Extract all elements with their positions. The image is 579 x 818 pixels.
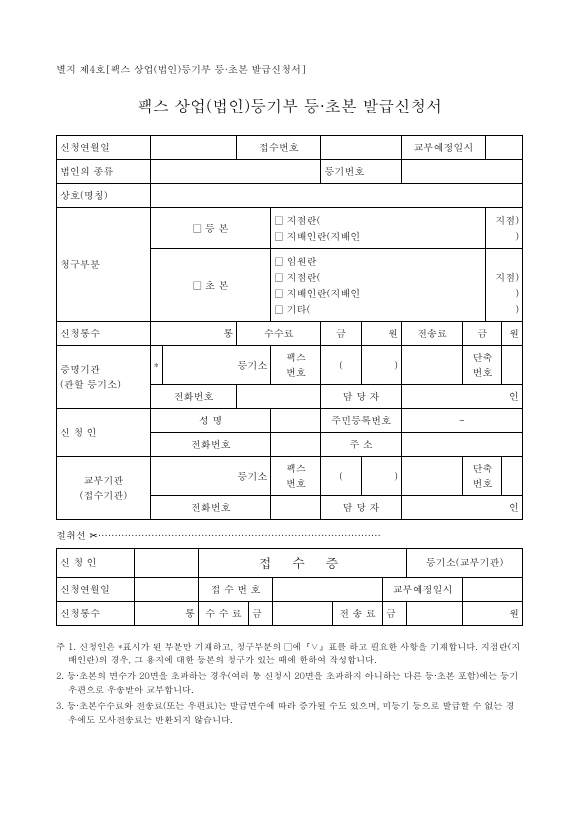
note-2: 2. 등·초본의 면수가 20면을 초과하는 경우(여러 통 신청시 20면을 … xyxy=(56,669,523,697)
val-rrn: - xyxy=(401,409,522,433)
val-tradename xyxy=(150,184,522,208)
lbl-shortno1: 단축번호 xyxy=(463,346,502,385)
val-fax2 xyxy=(401,457,463,496)
val-date xyxy=(150,136,237,160)
cut-line: 절취선 ✂···································… xyxy=(56,528,523,542)
main-form-table: 신청연월일 접수번호 교부예정일시 법인의 종류 등기번호 상호(명칭) 청구부… xyxy=(56,135,523,520)
val-issuedt xyxy=(485,136,522,160)
r-feeval xyxy=(273,601,333,625)
note-3: 3. 등·초본수수료와 전송료(또는 우편료)는 발급면수에 따라 증가될 수도… xyxy=(56,699,523,727)
val-fax1 xyxy=(401,346,463,385)
paren-close1: ) xyxy=(361,346,401,385)
lbl-deungbon: □ 등 본 xyxy=(150,208,271,249)
lbl-shortno2: 단축번호 xyxy=(463,457,502,496)
opts-deungbon: □ 지점란( □ 지배인란(지배인 xyxy=(271,208,486,249)
tail-chobon: 지점) ) ) xyxy=(485,249,522,322)
val-tel1 xyxy=(237,385,321,409)
val-name xyxy=(271,409,321,433)
r-won: 원 xyxy=(463,601,523,625)
val-shortno2 xyxy=(502,457,523,496)
val-tel2 xyxy=(271,433,321,457)
val-regno xyxy=(401,160,522,184)
paren-open1: ( xyxy=(321,346,361,385)
form-header: 별지 제4호[팩스 상업(법인)등기부 등·초본 발급신청서] xyxy=(56,62,523,76)
val-tel3 xyxy=(271,496,321,520)
val-tong: 통 xyxy=(150,322,237,346)
r-regoffice: 등기소(교부기관) xyxy=(407,549,523,578)
r-issuedt-val xyxy=(463,577,523,601)
val-seal1: 인 xyxy=(401,385,522,409)
r-geum2: 금 xyxy=(383,601,407,625)
opts-chobon: □ 임원란 □ 지점란( □ 지배인란(지배인 □ 기타( xyxy=(271,249,486,322)
lbl-tradename: 상호(명칭) xyxy=(57,184,151,208)
r-receipt: 접 수 증 xyxy=(199,549,407,578)
lbl-faxno1: 팩스번호 xyxy=(271,346,321,385)
paren-close2: ) xyxy=(361,457,401,496)
lbl-regno: 등기번호 xyxy=(321,160,402,184)
lbl-name: 성 명 xyxy=(150,409,271,433)
val-won2: 원 xyxy=(502,322,523,346)
lbl-rrn: 주민등록번호 xyxy=(321,409,402,433)
lbl-officer2: 담 당 자 xyxy=(321,496,402,520)
val-won1: 원 xyxy=(361,322,401,346)
r-tong: 통 xyxy=(135,601,199,625)
tail-deungbon: 지점) ) xyxy=(485,208,522,249)
lbl-sendfee: 전송료 xyxy=(401,322,463,346)
r-reqcnt: 신청통수 xyxy=(57,601,135,625)
lbl-tel1: 전화번호 xyxy=(150,385,237,409)
r-issuedt: 교부예정일시 xyxy=(383,577,463,601)
r-recvno: 접 수 번 호 xyxy=(199,577,273,601)
r-sendfee: 전 송 료 xyxy=(333,601,383,625)
lbl-issueorg: 교부기관 (접수기관) xyxy=(57,457,151,520)
page-title: 팩스 상업(법인)등기부 등·초본 발급신청서 xyxy=(56,94,523,117)
lbl-applicant: 신 청 인 xyxy=(57,409,151,457)
val-addr xyxy=(401,433,522,457)
r-applicant-val xyxy=(135,549,199,578)
val-shortno1 xyxy=(502,346,523,385)
val-corptype xyxy=(150,160,321,184)
lbl-geum2: 금 xyxy=(463,322,502,346)
lbl-issuedt: 교부예정일시 xyxy=(401,136,485,160)
paren-open2: ( xyxy=(321,457,361,496)
lbl-fee: 수수료 xyxy=(237,322,321,346)
lbl-tel3: 전화번호 xyxy=(150,496,271,520)
lbl-geum1: 금 xyxy=(321,322,361,346)
lbl-date: 신청연월일 xyxy=(57,136,151,160)
lbl-chobon: □ 초 본 xyxy=(150,249,271,322)
lbl-certorg: 증명기관 (관할 등기소) xyxy=(57,346,151,409)
lbl-regoffice1: 등기소 xyxy=(162,346,271,385)
lbl-reqsection: 청구부분 xyxy=(57,208,151,322)
val-recvno xyxy=(321,136,402,160)
r-geum1: 금 xyxy=(249,601,273,625)
lbl-tel2: 전화번호 xyxy=(150,433,271,457)
receipt-table: 신 청 인 접 수 증 등기소(교부기관) 신청연월일 접 수 번 호 교부예정… xyxy=(56,548,523,626)
lbl-recvno: 접수번호 xyxy=(237,136,321,160)
val-seal2: 인 xyxy=(401,496,522,520)
lbl-addr: 주 소 xyxy=(321,433,402,457)
lbl-faxno2: 팩스번호 xyxy=(271,457,321,496)
lbl-regoffice2: 등기소 xyxy=(150,457,271,496)
mark-star: * xyxy=(150,346,162,385)
r-sendval xyxy=(407,601,463,625)
r-applicant: 신 청 인 xyxy=(57,549,135,578)
r-date: 신청연월일 xyxy=(57,577,135,601)
r-date-val xyxy=(135,577,199,601)
lbl-reqcnt: 신청통수 xyxy=(57,322,151,346)
lbl-officer1: 담 당 자 xyxy=(321,385,402,409)
lbl-corptype: 법인의 종류 xyxy=(57,160,151,184)
r-recvno-val xyxy=(273,577,383,601)
r-fee: 수 수 료 xyxy=(199,601,249,625)
note-1: 주 1. 신청인은 *표시가 된 부분만 기재하고, 청구부분의 □에『∨』표를… xyxy=(56,640,523,668)
